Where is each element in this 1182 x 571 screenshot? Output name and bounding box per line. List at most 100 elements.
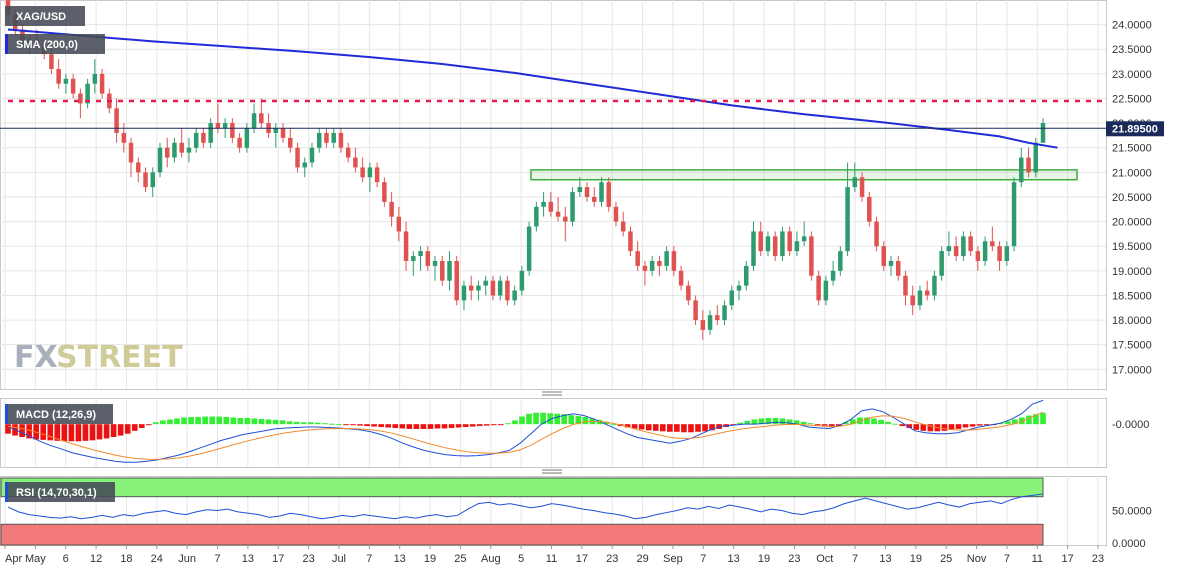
- candle: [179, 128, 184, 158]
- x-tick-label: 25: [940, 553, 952, 565]
- candle-body: [483, 280, 488, 286]
- candle-body: [534, 206, 539, 227]
- sma-tag-swatch: [5, 34, 8, 54]
- candle: [411, 251, 416, 276]
- macd-hist-bar: [850, 419, 856, 425]
- candle-body: [1026, 157, 1031, 173]
- candle-body: [186, 147, 192, 153]
- macd-hist-bar: [765, 417, 772, 425]
- candle-body: [961, 236, 966, 257]
- candle: [201, 128, 206, 148]
- macd-hist-bar: [659, 424, 666, 432]
- macd-hist-bar: [385, 424, 392, 428]
- macd-hist-bar: [983, 424, 990, 426]
- candle: [288, 128, 293, 153]
- candle-body: [838, 251, 843, 271]
- candle-body: [56, 68, 61, 84]
- macd-hist-bar: [441, 424, 448, 429]
- panel-frame-2: [0, 476, 1107, 546]
- symbol-label: XAG/USD: [16, 11, 66, 23]
- macd-hist-bar: [117, 424, 124, 436]
- x-tick-label: May: [25, 553, 46, 565]
- candle-body: [867, 196, 872, 222]
- candle: [150, 167, 155, 197]
- rsi-tag-bg: [5, 482, 115, 502]
- macd-hist-bar: [1040, 412, 1046, 425]
- macd-hist-bar: [103, 424, 110, 439]
- candle: [620, 211, 626, 237]
- candle: [664, 246, 669, 271]
- candle-body: [295, 147, 300, 168]
- candle: [968, 231, 973, 257]
- fxstreet-watermark: FX STREET: [14, 340, 183, 375]
- macd-hist-bar: [744, 420, 751, 425]
- candle-body: [686, 285, 691, 301]
- candle: [838, 246, 843, 276]
- candle: [164, 137, 170, 168]
- macd-hist-bar: [645, 424, 652, 431]
- macd-hist-bar: [75, 424, 82, 442]
- symbol-tag[interactable]: XAG/USD: [5, 6, 85, 26]
- candle-body: [193, 132, 199, 148]
- candle-body: [722, 305, 727, 321]
- y-tick-label: 22.5000: [1112, 93, 1152, 105]
- candle-body: [114, 108, 119, 133]
- candle-body: [1011, 182, 1017, 247]
- macd-hist-bar: [244, 417, 251, 425]
- y-tick-label: 17.0000: [1112, 364, 1152, 376]
- candle-body: [215, 123, 221, 129]
- support-zone: [530, 169, 1078, 181]
- candle-body: [830, 270, 836, 281]
- candle: [136, 157, 141, 183]
- candle-body: [280, 128, 286, 138]
- candle: [1040, 118, 1046, 143]
- macd-hist-bar: [871, 418, 877, 425]
- candle: [338, 128, 344, 153]
- candle-body: [613, 206, 619, 222]
- candle: [671, 246, 677, 276]
- candle: [946, 231, 952, 257]
- candle-body: [143, 172, 148, 188]
- macd-hist-bar: [469, 424, 476, 427]
- macd-hist-bar: [603, 421, 610, 425]
- macd-hist-bar: [293, 421, 300, 425]
- candle-body: [302, 162, 307, 168]
- rsi-resize-handle[interactable]: [542, 469, 562, 474]
- macd-hist-bar: [96, 424, 103, 440]
- macd-hist-bar: [19, 424, 25, 438]
- candle-body: [729, 290, 735, 306]
- candle-body: [208, 123, 213, 143]
- candle: [389, 192, 394, 227]
- candle-body: [389, 201, 394, 217]
- macd-hist-bar: [899, 424, 905, 427]
- candle: [56, 59, 61, 89]
- x-tick-label: 13: [728, 553, 740, 565]
- candle-body: [418, 251, 423, 257]
- candle-body: [157, 147, 163, 173]
- candle: [534, 201, 539, 232]
- x-tick-label: Jun: [178, 553, 196, 565]
- candle: [780, 226, 785, 261]
- sma-tag[interactable]: SMA (200,0): [5, 34, 105, 54]
- macd-tag[interactable]: MACD (12,26,9): [5, 404, 113, 424]
- candle: [830, 260, 836, 286]
- x-tick-label: Aug: [481, 553, 501, 565]
- candle-body: [201, 132, 206, 143]
- rsi-tag[interactable]: RSI (14,70,30,1): [5, 482, 115, 502]
- candle: [765, 231, 771, 257]
- macd-resize-handle[interactable]: [542, 391, 562, 396]
- candle: [1011, 177, 1017, 252]
- macd-hist-bar: [413, 424, 420, 429]
- candle: [302, 157, 307, 178]
- candle-body: [794, 241, 800, 252]
- candle-body: [353, 157, 358, 168]
- candle-body: [765, 236, 771, 252]
- macd-hist-bar: [667, 424, 673, 432]
- candle-body: [179, 142, 184, 153]
- macd-hist-bar: [420, 424, 427, 429]
- candle: [584, 182, 590, 202]
- macd-hist-bar: [378, 424, 384, 428]
- candle-body: [678, 270, 684, 286]
- x-tick-label: 24: [151, 553, 163, 565]
- macd-hist-bar: [582, 417, 589, 425]
